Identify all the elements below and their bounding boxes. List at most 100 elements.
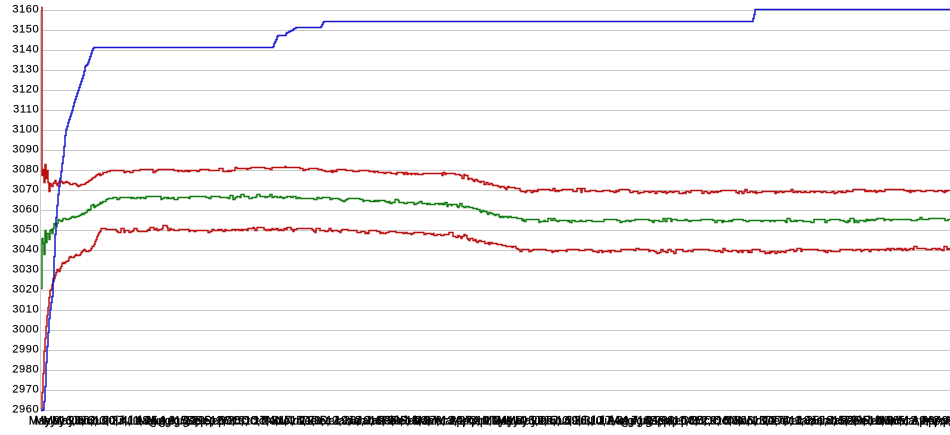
svg-text:Mar 13,: Mar 13,: [418, 416, 457, 428]
svg-text:Feb 5,: Feb 5,: [840, 416, 873, 428]
svg-text:Jan 2,: Jan 2,: [333, 416, 364, 428]
svg-text:May 15,: May 15,: [497, 416, 538, 428]
svg-text:Jan 1,: Jan 1,: [796, 416, 827, 428]
svg-text:Sep 26,: Sep 26,: [204, 416, 244, 428]
svg-text:Jul 10,: Jul 10,: [572, 416, 606, 428]
svg-text:Aug 28,: Aug 28,: [631, 416, 671, 428]
svg-text:May 9,: May 9,: [29, 416, 64, 428]
svg-text:Apr 9,: Apr 9,: [921, 416, 950, 428]
svg-text:2960: 2960: [12, 403, 39, 415]
svg-text:Oct 31,: Oct 31,: [250, 416, 287, 428]
svg-text:Mar 27,: Mar 27,: [436, 416, 475, 428]
svg-text:Dec 18,: Dec 18,: [774, 416, 814, 428]
svg-text:Nov 21,: Nov 21,: [275, 416, 315, 428]
svg-text:Dec 4,: Dec 4,: [759, 416, 792, 428]
svg-text:Apr 24,: Apr 24,: [472, 416, 509, 428]
svg-text:Nov 27,: Nov 27,: [747, 416, 787, 428]
svg-text:Jan 9,: Jan 9,: [342, 416, 373, 428]
svg-text:Nov 6,: Nov 6,: [724, 416, 757, 428]
svg-text:Dec 5,: Dec 5,: [296, 416, 329, 428]
svg-text:May 16,: May 16,: [34, 416, 75, 428]
svg-text:3000: 3000: [12, 323, 39, 335]
svg-text:Feb 13,: Feb 13,: [383, 416, 422, 428]
svg-text:Aug 1,: Aug 1,: [136, 416, 169, 428]
svg-text:Mar 12,: Mar 12,: [881, 416, 920, 428]
svg-text:Jun 19,: Jun 19,: [543, 416, 581, 428]
svg-text:Sep 19,: Sep 19,: [195, 416, 235, 428]
svg-text:3140: 3140: [12, 43, 39, 55]
svg-text:Dec 19,: Dec 19,: [311, 416, 351, 428]
svg-text:Dec 26,: Dec 26,: [320, 416, 360, 428]
svg-text:2980: 2980: [12, 363, 39, 375]
svg-text:Sep 25,: Sep 25,: [667, 416, 707, 428]
svg-text:3070: 3070: [12, 183, 39, 195]
svg-text:Nov 20,: Nov 20,: [738, 416, 778, 428]
svg-text:3150: 3150: [12, 23, 39, 35]
svg-text:Mar 20,: Mar 20,: [427, 416, 466, 428]
svg-text:Nov 28,: Nov 28,: [284, 416, 324, 428]
svg-text:Aug 15,: Aug 15,: [151, 416, 191, 428]
svg-text:May 8,: May 8,: [492, 416, 527, 428]
svg-text:Nov 13,: Nov 13,: [729, 416, 769, 428]
svg-text:Jun 5,: Jun 5,: [529, 416, 560, 428]
svg-text:Jun 20,: Jun 20,: [81, 416, 119, 428]
svg-text:Oct 30,: Oct 30,: [713, 416, 750, 428]
svg-text:3030: 3030: [12, 263, 39, 275]
svg-text:Jul 17,: Jul 17,: [581, 416, 615, 428]
svg-text:Jan 16,: Jan 16,: [348, 416, 386, 428]
svg-text:3060: 3060: [12, 203, 39, 215]
svg-text:Jan 15,: Jan 15,: [810, 416, 848, 428]
svg-text:Apr 16,: Apr 16,: [926, 416, 950, 428]
svg-text:Apr 17,: Apr 17,: [464, 416, 501, 428]
svg-text:Oct 24,: Oct 24,: [241, 416, 278, 428]
svg-text:Jul 24,: Jul 24,: [590, 416, 624, 428]
svg-text:May 22,: May 22,: [506, 416, 547, 428]
svg-text:May 1,: May 1,: [483, 416, 518, 428]
svg-text:Jul 25,: Jul 25,: [127, 416, 161, 428]
svg-text:Jan 8,: Jan 8,: [805, 416, 836, 428]
svg-text:Oct 10,: Oct 10,: [223, 416, 260, 428]
svg-text:3100: 3100: [12, 123, 39, 135]
svg-text:3130: 3130: [12, 63, 39, 75]
svg-text:Oct 2,: Oct 2,: [680, 416, 711, 428]
svg-text:Mar 5,: Mar 5,: [875, 416, 908, 428]
svg-text:Mar 6,: Mar 6,: [412, 416, 445, 428]
svg-text:Feb 19,: Feb 19,: [854, 416, 893, 428]
svg-text:Oct 3,: Oct 3,: [218, 416, 249, 428]
svg-text:Feb 12,: Feb 12,: [845, 416, 884, 428]
svg-text:3020: 3020: [12, 283, 39, 295]
svg-text:Aug 14,: Aug 14,: [614, 416, 654, 428]
svg-text:Aug 22,: Aug 22,: [160, 416, 200, 428]
svg-text:Oct 9,: Oct 9,: [689, 416, 720, 428]
svg-text:Jan 23,: Jan 23,: [356, 416, 394, 428]
svg-text:Aug 21,: Aug 21,: [622, 416, 662, 428]
svg-text:Feb 27,: Feb 27,: [400, 416, 439, 428]
svg-text:3080: 3080: [12, 163, 39, 175]
svg-text:Jul 11,: Jul 11,: [110, 416, 143, 428]
svg-text:Jul 18,: Jul 18,: [118, 416, 152, 428]
svg-text:Jan 29,: Jan 29,: [828, 416, 866, 428]
svg-text:3010: 3010: [12, 303, 39, 315]
svg-text:3120: 3120: [12, 83, 39, 95]
svg-text:3040: 3040: [12, 243, 39, 255]
svg-text:Apr 30,: Apr 30,: [944, 416, 950, 428]
svg-text:Jun 26,: Jun 26,: [552, 416, 590, 428]
svg-text:May 30,: May 30,: [52, 416, 93, 428]
svg-text:Feb 6,: Feb 6,: [377, 416, 410, 428]
svg-text:3160: 3160: [12, 3, 39, 15]
svg-text:Dec 11,: Dec 11,: [765, 416, 804, 428]
svg-text:2990: 2990: [12, 343, 39, 355]
svg-text:Feb 20,: Feb 20,: [391, 416, 430, 428]
svg-text:Sep 18,: Sep 18,: [658, 416, 698, 428]
svg-text:Sep 12,: Sep 12,: [186, 416, 226, 428]
svg-text:Nov 7,: Nov 7,: [261, 416, 294, 428]
svg-text:3110: 3110: [13, 103, 39, 115]
svg-text:Apr 2,: Apr 2,: [912, 416, 943, 428]
svg-text:Jan 30,: Jan 30,: [365, 416, 403, 428]
svg-text:Jun 6,: Jun 6,: [66, 416, 97, 428]
svg-text:Jun 12,: Jun 12,: [534, 416, 572, 428]
svg-text:2970: 2970: [12, 383, 39, 395]
svg-text:Feb 26,: Feb 26,: [863, 416, 902, 428]
svg-text:Mar 26,: Mar 26,: [899, 416, 938, 428]
svg-text:Apr 10,: Apr 10,: [455, 416, 492, 428]
